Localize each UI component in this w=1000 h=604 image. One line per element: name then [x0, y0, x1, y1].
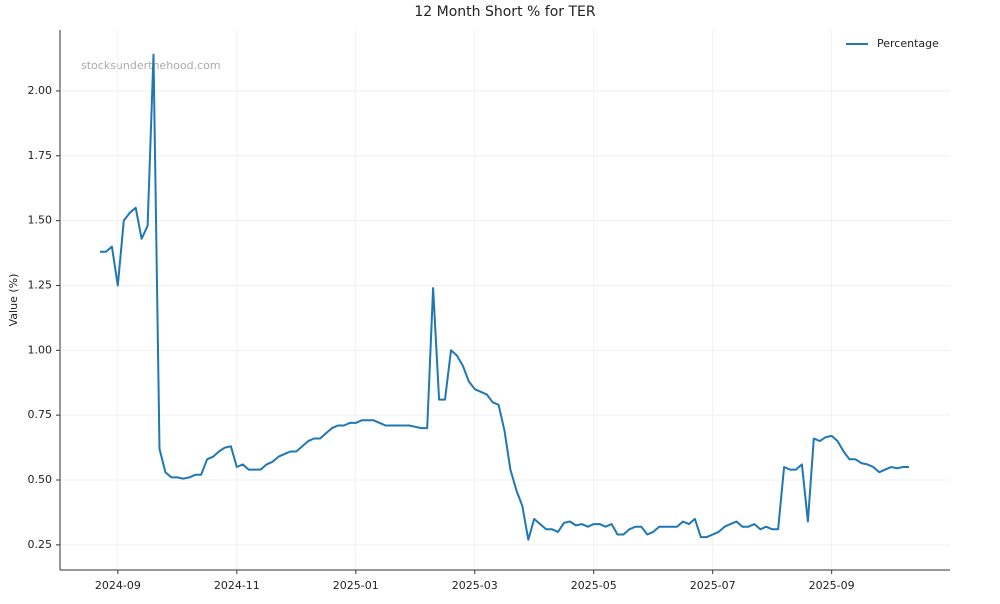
- x-tick-label: 2025-07: [690, 579, 736, 592]
- x-tick-label: 2024-09: [95, 579, 141, 592]
- y-tick-label: 0.25: [28, 538, 53, 551]
- y-tick-label: 1.00: [28, 343, 53, 356]
- y-tick-label: 2.00: [28, 84, 53, 97]
- x-tick-label: 2025-05: [571, 579, 617, 592]
- y-tick-label: 0.75: [28, 408, 53, 421]
- y-axis-label: Value (%): [7, 274, 20, 327]
- watermark: stocksunderthehood.com: [81, 59, 221, 72]
- x-tick-label: 2025-01: [333, 579, 379, 592]
- x-tick-label: 2024-11: [214, 579, 260, 592]
- y-tick-label: 0.50: [28, 473, 53, 486]
- legend-label: Percentage: [877, 37, 939, 50]
- x-tick-label: 2025-03: [452, 579, 498, 592]
- line-series: [100, 53, 909, 541]
- chart-title: 12 Month Short % for TER: [414, 4, 595, 20]
- y-tick-label: 1.50: [28, 214, 53, 227]
- y-tick-label: 1.25: [28, 278, 53, 291]
- y-tick-label: 1.75: [28, 149, 53, 162]
- x-tick-label: 2025-09: [809, 579, 855, 592]
